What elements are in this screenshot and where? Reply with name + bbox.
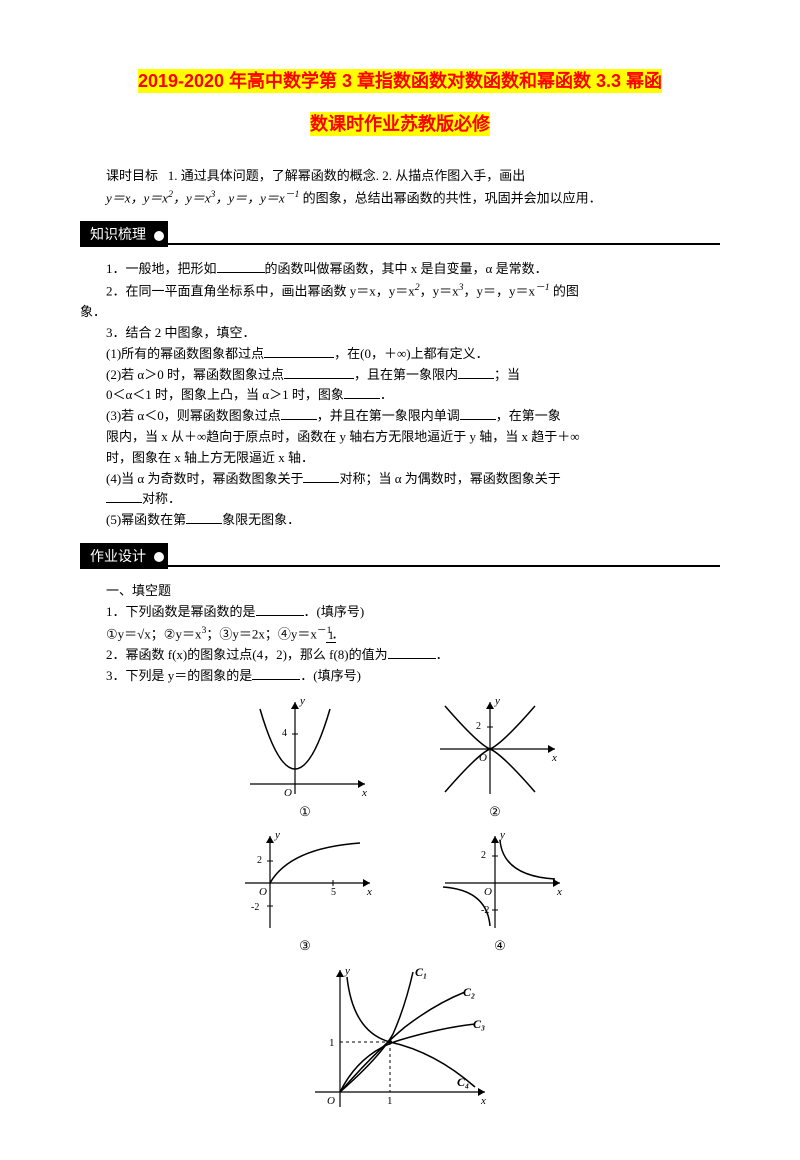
hw-head: 一、填空题 xyxy=(80,581,720,602)
k2-tail: 象． xyxy=(80,302,720,323)
graph-3: y x O 2 -2 5 ③ xyxy=(235,828,375,954)
k3-3b: 限内，当 x 从＋∞趋向于原点时，函数在 y 轴右方无限地逼近于 y 轴，当 x… xyxy=(80,427,720,448)
svg-text:1: 1 xyxy=(387,1095,393,1107)
q2: 2．幂函数 f(x)的图象过点(4，2)，那么 f(8)的值为． 1 xyxy=(80,645,720,666)
svg-text:O: O xyxy=(284,787,292,799)
blank xyxy=(460,407,496,420)
graph-row-3: y x O 1 1 C₁ C₂ C₃ C₄ xyxy=(80,962,720,1112)
svg-text:C₂: C₂ xyxy=(463,985,475,999)
blank xyxy=(186,511,222,524)
k3-3c: 时，图象在 x 轴上方无限逼近 x 轴． xyxy=(80,448,720,469)
blank xyxy=(264,345,334,358)
svg-text:2: 2 xyxy=(257,855,262,866)
k2: 2．在同一平面直角坐标系中，画出幂函数 y＝x，y＝x2，y＝x3，y＝，y＝x… xyxy=(80,280,720,302)
blank xyxy=(388,646,436,659)
svg-text:-2: -2 xyxy=(481,905,489,916)
objective-label: 课时目标 xyxy=(106,168,158,183)
k3-1: (1)所有的幂函数图象都过点，在(0，＋∞)上都有定义． xyxy=(80,344,720,365)
title-line-1: 2019-2020 年高中数学第 3 章指数函数对数函数和幂函数 3.3 幂函 xyxy=(138,69,662,93)
objective-para: 课时目标 1. 通过具体问题，了解幂函数的概念. 2. 从描点作图入手，画出 xyxy=(80,166,720,187)
blank xyxy=(106,490,142,503)
svg-text:x: x xyxy=(480,1095,486,1107)
svg-text:1: 1 xyxy=(329,1037,335,1049)
graph-4-label: ④ xyxy=(435,938,565,954)
k3-5: (5)幂函数在第象限无图象． xyxy=(80,510,720,531)
section-rule-2 xyxy=(80,565,720,567)
k3-2: (2)若 α＞0 时，幂函数图象过点，且在第一象限内；当 xyxy=(80,365,720,386)
k3-2b: 0＜α＜1 时，图象上凸，当 α＞1 时，图象． xyxy=(80,385,720,406)
svg-text:4: 4 xyxy=(282,728,287,739)
k3-3: (3)若 α＜0，则幂函数图象过点，并且在第一象限内单调，在第一象 xyxy=(80,406,720,427)
graph-3-label: ③ xyxy=(235,938,375,954)
graph-1-label: ① xyxy=(240,804,370,820)
svg-text:y: y xyxy=(274,829,280,841)
objective-body-2: y＝x，y＝x2，y＝x3，y＝，y＝x－1 的图象，总结出幂函数的共性，巩固并… xyxy=(80,187,720,209)
svg-text:O: O xyxy=(259,886,267,898)
svg-text:y: y xyxy=(299,695,305,707)
objective-body-1: 1. 通过具体问题，了解幂函数的概念. 2. 从描点作图入手，画出 xyxy=(168,168,526,183)
svg-text:O: O xyxy=(479,752,487,764)
fraction-half: 1 xyxy=(300,629,336,653)
svg-text:C₁: C₁ xyxy=(415,965,427,979)
svg-text:C₃: C₃ xyxy=(473,1017,485,1031)
graph-1: y x O 4 ① xyxy=(240,694,370,820)
svg-text:O: O xyxy=(327,1095,335,1107)
k3: 3．结合 2 中图象，填空． xyxy=(80,323,720,344)
svg-text:x: x xyxy=(361,787,367,799)
graph-row-2: y x O 2 -2 5 ③ y x O xyxy=(80,828,720,954)
q1-opts: ①y＝√x；②y＝x3；③y＝2x；④y＝x－1． xyxy=(80,623,720,645)
blank xyxy=(252,667,300,680)
svg-text:C₄: C₄ xyxy=(457,1075,469,1089)
q1: 1．下列函数是幂函数的是．(填序号) xyxy=(80,602,720,623)
graph-4: y x O 2 -2 ④ xyxy=(435,828,565,954)
section-rule-1 xyxy=(80,243,720,245)
svg-text:x: x xyxy=(556,886,562,898)
k3-4: (4)当 α 为奇数时，幂函数图象关于对称；当 α 为偶数时，幂函数图象关于 xyxy=(80,469,720,490)
doc-title: 2019-2020 年高中数学第 3 章指数函数对数函数和幂函数 3.3 幂函 … xyxy=(80,60,720,146)
blank xyxy=(344,386,380,399)
svg-text:y: y xyxy=(494,695,500,707)
section-homework: 作业设计 xyxy=(80,531,720,571)
k1: 1．一般地，把形如的函数叫做幂函数，其中 x 是自变量，α 是常数． xyxy=(80,259,720,280)
blank xyxy=(284,366,354,379)
k3-4b: 对称． xyxy=(80,489,720,510)
svg-text:y: y xyxy=(344,965,350,977)
graph-2: y x O 2 ② xyxy=(430,694,560,820)
section-knowledge: 知识梳理 xyxy=(80,209,720,249)
svg-text:2: 2 xyxy=(476,721,481,732)
svg-text:y: y xyxy=(499,829,505,841)
graph-2-label: ② xyxy=(430,804,560,820)
title-line-2: 数课时作业苏教版必修 xyxy=(310,112,490,136)
page: 2019-2020 年高中数学第 3 章指数函数对数函数和幂函数 3.3 幂函 … xyxy=(0,0,800,1160)
q3: 3．下列是 y＝的图象的是．(填序号) xyxy=(80,666,720,687)
blank xyxy=(458,366,494,379)
graph-combined: y x O 1 1 C₁ C₂ C₃ C₄ xyxy=(305,962,495,1112)
svg-text:x: x xyxy=(551,752,557,764)
blank xyxy=(303,470,339,483)
svg-text:x: x xyxy=(366,886,372,898)
graph-row-1: y x O 4 ① y x O 2 ② xyxy=(80,694,720,820)
svg-text:5: 5 xyxy=(331,887,336,898)
blank xyxy=(281,407,317,420)
svg-text:O: O xyxy=(484,886,492,898)
svg-text:2: 2 xyxy=(481,850,486,861)
blank xyxy=(217,260,265,273)
svg-text:-2: -2 xyxy=(251,902,259,913)
blank xyxy=(256,603,304,616)
